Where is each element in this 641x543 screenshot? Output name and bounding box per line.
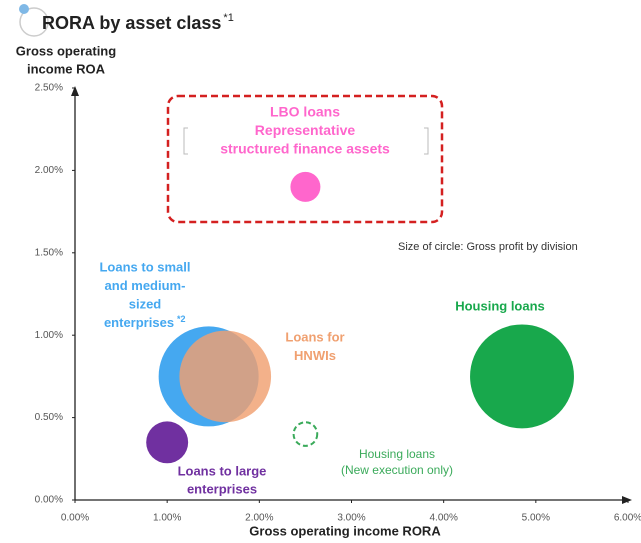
x-tick-label: 0.00% bbox=[61, 513, 89, 524]
bubble bbox=[290, 171, 321, 202]
bubble-label: enterprises bbox=[104, 315, 174, 330]
bubble-label: Loans to large bbox=[178, 463, 267, 478]
bubble-label: Representative bbox=[255, 122, 356, 138]
y-axis-label: Gross operating bbox=[16, 43, 116, 58]
highlight-box bbox=[166, 94, 444, 224]
bubble bbox=[470, 324, 574, 429]
y-tick-label: 0.50% bbox=[35, 412, 63, 423]
x-tick-label: 1.00% bbox=[153, 513, 181, 524]
y-axis-label: income ROA bbox=[27, 61, 106, 76]
bubble-label: structured finance assets bbox=[220, 141, 390, 157]
bracket bbox=[183, 127, 429, 155]
bubble-label: enterprises bbox=[187, 481, 257, 496]
bubble-label: Loans to small bbox=[99, 259, 190, 274]
bubble bbox=[292, 421, 319, 447]
title-dot bbox=[19, 4, 29, 14]
bubble bbox=[179, 330, 272, 423]
bubble-label: LBO loans bbox=[270, 104, 340, 120]
bubble bbox=[146, 421, 189, 464]
bubble-label: (New execution only) bbox=[341, 463, 453, 477]
title-note: *1 bbox=[223, 12, 233, 24]
y-tick-label: 2.50% bbox=[35, 83, 63, 94]
x-tick-label: 4.00% bbox=[429, 513, 457, 524]
x-tick-label: 3.00% bbox=[337, 513, 365, 524]
bubble-note: *2 bbox=[177, 314, 186, 324]
x-tick-label: 5.00% bbox=[522, 513, 550, 524]
annotation: Size of circle: Gross profit by division bbox=[398, 241, 578, 253]
bubble-label: and medium- bbox=[105, 278, 186, 293]
x-arrow bbox=[622, 496, 632, 504]
bubble-label: sized bbox=[129, 296, 162, 311]
bubble-label: Loans for bbox=[285, 329, 344, 344]
bubble-label: Housing loans bbox=[455, 298, 545, 313]
y-tick-label: 2.00% bbox=[35, 165, 63, 176]
chart-title: RORA by asset class bbox=[42, 13, 221, 33]
x-tick-label: 6.00% bbox=[614, 513, 641, 524]
title-decoration bbox=[19, 7, 49, 37]
bubble-label: Housing loans bbox=[359, 447, 435, 461]
x-axis-label: Gross operating income RORA bbox=[249, 523, 441, 538]
y-tick-label: 1.00% bbox=[35, 330, 63, 341]
x-tick-label: 2.00% bbox=[245, 513, 273, 524]
y-tick-label: 1.50% bbox=[35, 247, 63, 258]
bubble-label: HNWIs bbox=[294, 348, 336, 363]
y-arrow bbox=[71, 86, 79, 96]
y-tick-label: 0.00% bbox=[35, 495, 63, 506]
